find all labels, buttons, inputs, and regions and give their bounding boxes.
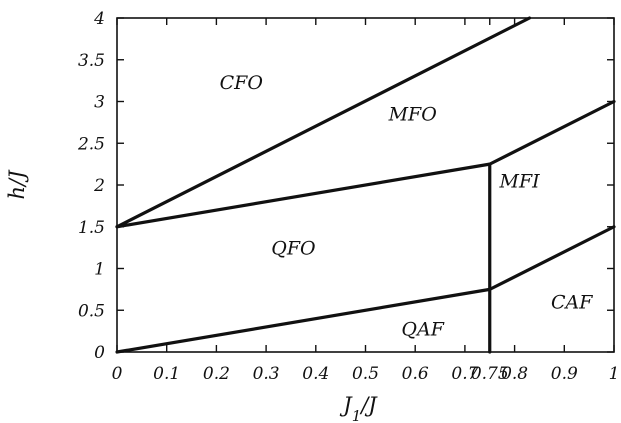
- x-tick-label: 0.5: [352, 364, 379, 384]
- x-tick-label: 0.1: [153, 364, 180, 384]
- y-tick-label: 0: [94, 343, 105, 363]
- y-tick-label: 3.5: [78, 51, 105, 71]
- y-tick-label: 2: [93, 176, 105, 196]
- x-tick-label: 0.7: [451, 364, 478, 384]
- x-tick-label: 0.3: [253, 364, 280, 384]
- x-axis-label: J1/J: [339, 393, 378, 423]
- x-tick-label: 0.9: [551, 364, 578, 384]
- y-tick-label: 1.5: [78, 218, 105, 238]
- region-label-mfi: MFI: [498, 171, 540, 193]
- region-label-qaf: QAF: [401, 318, 444, 340]
- x-tick-label: 0.8: [501, 364, 528, 384]
- region-labels-layer: CFO MFO MFI QFO QAF CAF: [220, 72, 594, 340]
- region-label-caf: CAF: [551, 292, 593, 314]
- region-label-mfo: MFO: [388, 104, 438, 126]
- y-axis-label: h/J: [5, 169, 29, 200]
- plot-frame: [116, 17, 615, 353]
- y-tick-label: 3: [94, 93, 105, 113]
- phase-boundary-2: [115, 99, 616, 229]
- region-label-cfo: CFO: [220, 72, 264, 94]
- y-tick-label: 0.5: [78, 301, 105, 321]
- region-label-qfo: QFO: [271, 237, 316, 259]
- y-tick-label: 1: [94, 260, 105, 280]
- ticks-layer: 0 0.1 0.2 0.3 0.4 0.5 0.6 0.70.750.8 0.9 1 0 0.5 1 1.…: [77, 9, 619, 384]
- x-tick-label: 0.6: [402, 364, 429, 384]
- x-tick-label: 0: [112, 364, 123, 384]
- x-tick-label: 0.75: [471, 364, 509, 384]
- phase-boundary-1: [115, 16, 532, 229]
- boundaries-layer: [115, 16, 616, 354]
- phase-boundary-3: [115, 225, 616, 354]
- y-tick-label: 2.5: [77, 134, 105, 154]
- x-tick-label: 0.4: [302, 364, 329, 384]
- y-tick-label: 4: [93, 9, 105, 29]
- x-tick-label: 0.2: [203, 364, 230, 384]
- x-tick-label: 1: [609, 364, 620, 384]
